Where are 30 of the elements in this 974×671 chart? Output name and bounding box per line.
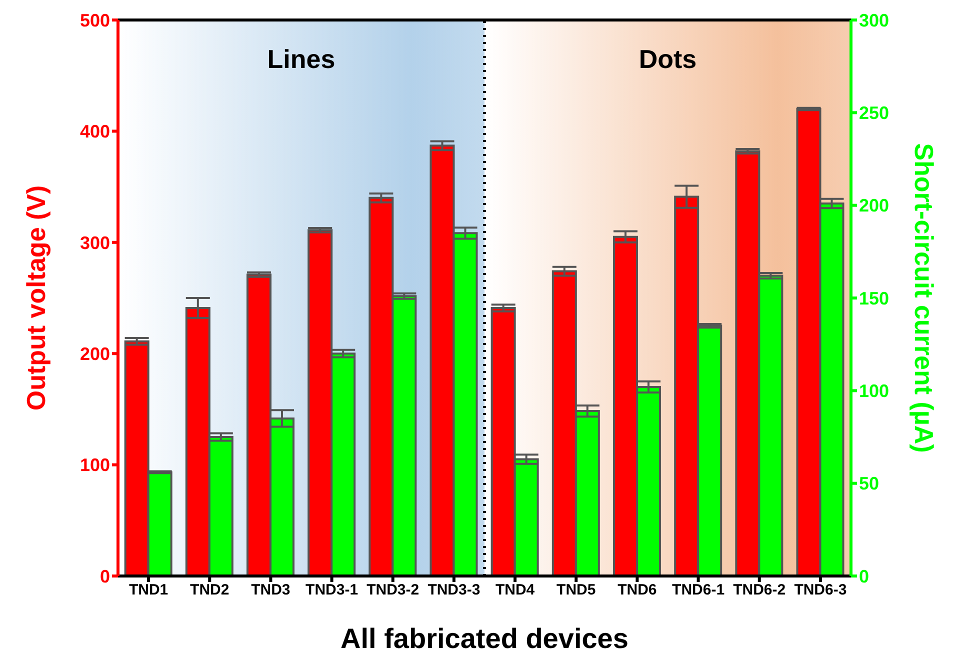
band-label: Lines — [267, 44, 336, 74]
y2-tick-label: 100 — [859, 381, 890, 402]
y-tick-label: 200 — [80, 344, 110, 364]
x-tick-label: TND6-2 — [733, 582, 786, 599]
y-tick-label: 0 — [100, 566, 110, 586]
y-tick-label: 100 — [80, 455, 110, 476]
y2-tick-label: 150 — [859, 288, 890, 308]
x-tick-label: TND6-1 — [672, 582, 725, 599]
x-tick-label: TND3 — [251, 582, 290, 599]
y2-tick-label: 250 — [859, 103, 890, 124]
x-axis-title: All fabricated devices — [340, 623, 628, 654]
x-tick-label: TND3-2 — [366, 582, 420, 599]
y2-tick-label: 200 — [859, 196, 890, 216]
x-tick-label: TND3-3 — [428, 582, 480, 599]
y2-tick-label: 50 — [859, 474, 880, 494]
y2-tick-label: 0 — [859, 566, 870, 586]
y2-axis-title: Short-circuit current (µA) — [909, 143, 940, 453]
x-tick-label: TND2 — [190, 582, 230, 599]
x-tick-label: TND1 — [128, 582, 168, 599]
x-tick-label: TND6-3 — [794, 582, 847, 599]
y-axis-title: Output voltage (V) — [20, 185, 51, 411]
y-tick-label: 500 — [80, 10, 110, 30]
y-tick-label: 400 — [80, 122, 110, 142]
band-label: Dots — [638, 44, 697, 74]
x-tick-label: TND6 — [618, 582, 657, 599]
x-tick-label: TND3-1 — [306, 582, 358, 599]
y2-tick-label: 300 — [859, 10, 890, 30]
x-tick-label: TND5 — [556, 582, 596, 599]
x-tick-label: TND4 — [495, 582, 536, 599]
y-tick-label: 300 — [80, 232, 110, 253]
